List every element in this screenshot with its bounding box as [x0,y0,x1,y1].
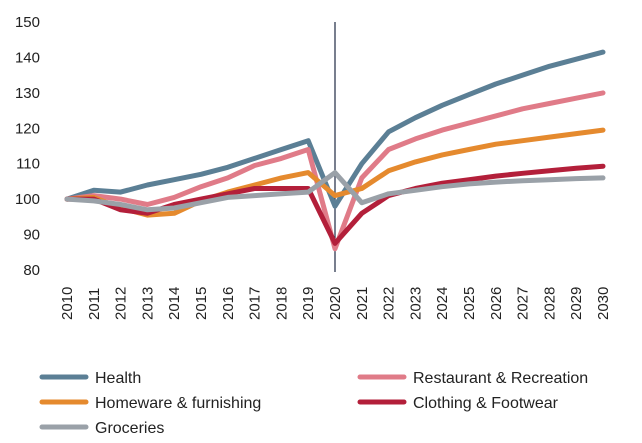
x-tick-label: 2021 [354,287,371,320]
series-line-health [64,49,606,209]
x-tick-label: 2016 [220,287,237,320]
y-tick-label: 130 [15,85,40,102]
x-tick-label: 2024 [434,287,451,320]
series-line-homeware-furnishing [64,127,606,218]
x-tick-label: 2014 [166,287,183,320]
legend-item: Restaurant & Recreation [357,370,588,387]
x-tick-label: 2030 [595,287,612,320]
y-tick-label: 120 [15,120,40,137]
x-tick-label: 2011 [86,288,103,320]
x-tick-label: 2022 [381,287,398,320]
legend-label: Homeware & furnishing [95,395,261,412]
x-tick-label: 2017 [247,287,264,320]
series-line-groceries [64,170,606,213]
x-tick-label: 2010 [59,287,76,320]
legend-item: Clothing & Footwear [357,395,559,412]
legend-item: Health [39,370,141,387]
x-tick-label: 2015 [193,287,210,320]
x-tick-label: 2012 [113,287,130,320]
x-tick-label: 2027 [515,287,532,320]
y-axis: 80 90 100 110 120 130 140 150 [15,14,40,279]
x-tick-label: 2026 [488,287,505,320]
legend-item: Homeware & furnishing [39,395,261,412]
plot-area [64,49,606,252]
y-tick-label: 110 [16,156,40,173]
x-tick-label: 2029 [568,287,585,320]
legend-item: Groceries [39,420,164,437]
y-tick-label: 100 [15,191,40,208]
y-tick-label: 140 [15,49,40,66]
x-tick-label: 2018 [273,287,290,320]
series-line-restaurant-recreation [64,90,606,252]
x-tick-label: 2023 [407,287,424,320]
y-tick-label: 90 [23,227,40,244]
legend-label: Clothing & Footwear [413,395,559,412]
legend: Health Restaurant & Recreation Homeware & … [39,370,588,437]
x-axis: 2010 2011 2012 2013 2014 2015 2016 2017 2018 2019… [59,287,612,320]
x-tick-label: 2013 [139,287,156,320]
y-tick-label: 80 [23,262,40,279]
y-tick-label: 150 [15,14,40,31]
legend-label: Groceries [95,420,164,437]
x-tick-label: 2028 [541,287,558,320]
x-tick-label: 2019 [300,287,317,320]
x-tick-label: 2025 [461,287,478,320]
legend-label: Health [95,370,141,387]
legend-label: Restaurant & Recreation [413,370,588,387]
x-tick-label: 2020 [327,287,344,320]
